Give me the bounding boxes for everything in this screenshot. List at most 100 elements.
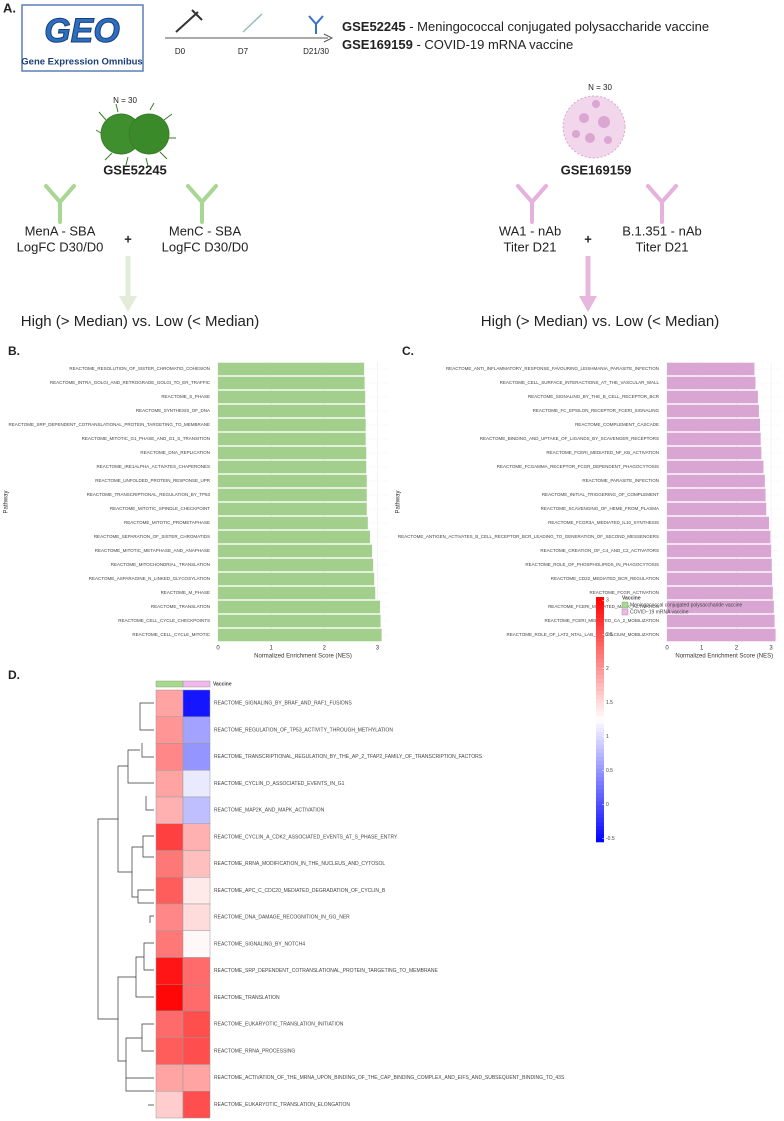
colorbar-step [596,699,604,704]
x-tick-label: 2 [323,646,327,652]
x-tick-label: 3 [769,646,773,652]
colorbar-step [596,670,604,675]
row-label: REACTOME_RRNA_MODIFICATION_IN_THE_NUCLEU… [214,861,385,867]
bar [667,516,770,530]
row-label: REACTOME_TRANSCRIPTIONAL_REGULATION_BY_T… [214,754,483,760]
x-tick-label: 0 [665,646,669,652]
heatmap-cell [155,1064,184,1092]
colorbar-step [596,654,604,659]
bar [667,404,759,418]
colorbar-step [596,650,604,655]
heatmap-cell [182,716,211,744]
row-label: REACTOME_REGULATION_OF_TP53_ACTIVITY_THR… [214,727,393,733]
colorbar-step [596,748,604,753]
colorbar-step [596,821,604,826]
legend-label: Meningococcal conjugated polysaccharide … [630,602,743,608]
category-label: REACTOME_CELL_CYCLE_MITOTIC [132,632,210,637]
x-tick-label: 3 [376,646,380,652]
bar [218,446,367,460]
antibody-icons [44,184,218,224]
colorbar-step [596,797,604,802]
bar [218,614,381,628]
colorbar-step [596,605,604,610]
heatmap-cell [155,1010,184,1038]
row-label: REACTOME_CYCLIN_A_CDK2_ASSOCIATED_EVENTS… [214,834,398,840]
antibody-icon [308,15,324,34]
colorbar-step [596,739,604,745]
bar [667,614,775,628]
bar [218,558,374,572]
heatmap-cell [182,930,211,958]
timepoint: D21/30 [303,47,329,56]
bar [218,418,366,432]
bar [218,390,366,404]
row-label: REACTOME_CYCLIN_D_ASSOCIATED_EVENTS_IN_G… [214,781,345,787]
bar [667,586,773,600]
category-label: REACTOME_CELL_CYCLE_CHECKPOINTS [118,618,210,623]
bar [218,544,373,558]
dataset-desc: - Meningococcal conjugated polysaccharid… [406,19,710,34]
sample-size: N = 30 [113,96,137,105]
x-tick-label: 2 [735,646,739,652]
colorbar-step [596,727,604,733]
colorbar-label: 1 [606,734,609,740]
category-label: REACTOME_INITIAL_TRIGGERING_OF_COMPLEMEN… [542,492,659,497]
bar [667,530,771,544]
colorbar-step [596,813,604,818]
colorbar-step [596,703,604,708]
timepoint: D7 [238,47,249,56]
row-label: REACTOME_EUKARYOTIC_TRANSLATION_INITIATI… [214,1022,344,1028]
row-label: REACTOME_SRP_DEPENDENT_COTRANSLATIONAL_P… [214,968,439,974]
heatmap-cell [182,823,211,851]
logo-text: GEO [44,12,120,50]
heatmap-cell [155,903,184,931]
colorbar-step [596,621,604,626]
legend-swatch [621,601,629,609]
sample-size: N = 30 [588,83,612,92]
category-label: REACTOME_MITOTIC_METAPHASE_AND_ANAPHASE [95,548,210,553]
colorbar-step [596,780,604,786]
colorbar-step [596,764,604,769]
colorbar-step [596,609,604,614]
row-label: REACTOME_RRNA_PROCESSING [214,1048,295,1054]
category-label: REACTOME_FCGR3A_MEDIATED_IL10_SYNTHESIS [548,520,659,525]
colorbar-step [596,788,604,794]
category-label: REACTOME_SEPARATION_OF_SISTER_CHROMATIDS [94,534,210,539]
colorbar-step [596,662,604,667]
plus: + [584,231,592,246]
colorbar-step [596,597,604,602]
row-label: REACTOME_MAP2K_AND_MAPK_ACTIVATION [214,808,325,814]
colorbar-step [596,723,604,728]
bar [218,362,365,376]
colorbar-step [596,711,604,716]
bar [667,600,774,614]
bar [667,432,761,446]
category-label: REACTOME_BINDING_AND_UPTAKE_OF_LIGANDS_B… [480,436,659,441]
measure: LogFC D30/D0 [17,239,104,254]
blood-tube-icon [242,13,263,33]
x-axis-title: Normalized Enrichment Score (NES) [675,654,773,660]
category-label: REACTOME_MITOTIC_PROMETAPHASE [124,520,210,525]
row-label: REACTOME_SIGNALING_BY_NOTCH4 [214,941,305,947]
bar [667,558,772,572]
colorbar-step [596,744,604,749]
x-tick-label: 0 [216,646,220,652]
heatmap-cell [182,850,211,878]
category-label: REACTOME_ASPARAGINE_N_LINKED_GLYCOSYLATI… [89,576,210,581]
colorbar-step [596,629,604,635]
heatmap-cell [182,984,211,1012]
x-tick-label: 1 [700,646,704,652]
panel-label: D. [8,668,20,682]
category-label: REACTOME_COMPLEMENT_CASCADE [575,422,659,427]
x-axis-title: Normalized Enrichment Score (NES) [254,654,352,660]
category-label: REACTOME_SCAVENGING_OF_HEME_FROM_PLASMA [541,506,659,511]
row-label: REACTOME_TRANSLATION [214,995,280,1001]
bar [667,544,772,558]
category-label: REACTOME_CELL_SURFACE_INTERACTIONS_AT_TH… [500,380,660,385]
colorbar-step [596,793,604,798]
heatmap-cell [155,930,184,958]
bar [667,418,760,432]
heatmap-cell [182,957,211,985]
heatmap-cell [182,796,211,824]
measure: MenA - SBA [25,223,96,238]
